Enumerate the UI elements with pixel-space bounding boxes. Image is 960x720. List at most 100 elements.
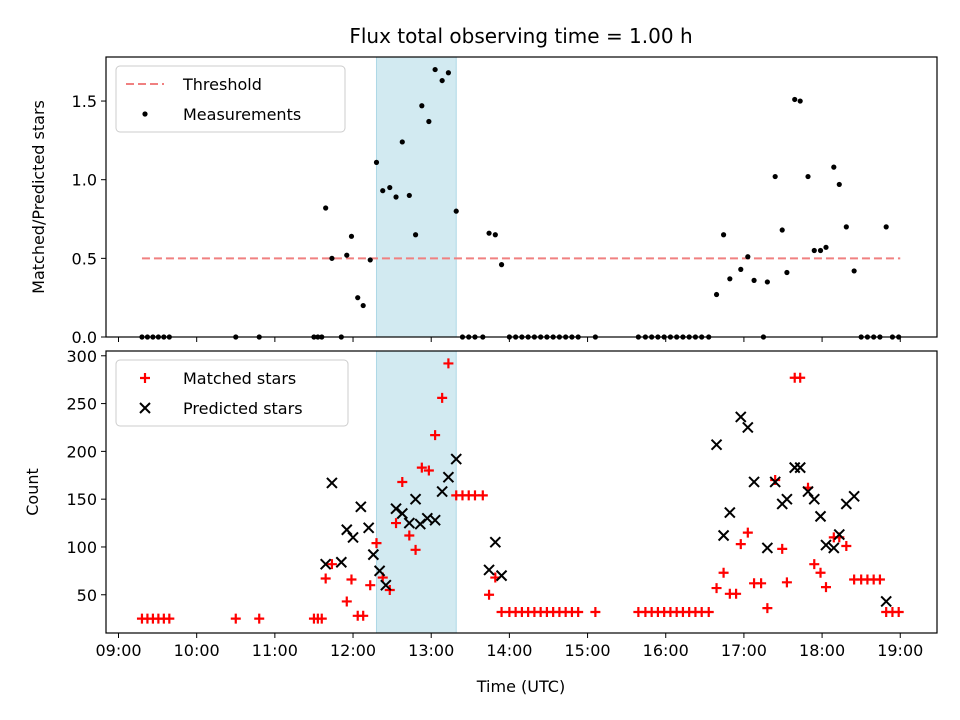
matched-stars-point: [893, 606, 904, 617]
matched-stars-point: [320, 573, 331, 584]
predicted-stars-point: [373, 565, 386, 577]
measurement-point: [772, 173, 778, 180]
matched-stars-point: [703, 606, 714, 617]
matched-stars-point: [365, 580, 376, 591]
predicted-stars-point: [724, 506, 736, 519]
bottom-y-tick-label: 50: [77, 586, 97, 605]
measurement-point: [720, 232, 727, 238]
x-tick-label: 17:00: [721, 641, 767, 660]
predicted-stars-point: [436, 485, 448, 498]
predicted-stars-point: [820, 539, 832, 551]
predicted-stars-point: [483, 564, 495, 576]
measurement-point: [843, 224, 849, 230]
matched-stars-point: [443, 358, 454, 369]
x-tick-label: 12:00: [330, 641, 376, 660]
x-tick-label: 11:00: [252, 641, 298, 660]
matched-stars-point: [391, 518, 402, 529]
top-y-tick-label: 0.5: [72, 249, 97, 268]
predicted-stars-point: [742, 421, 754, 434]
measurement-point: [779, 227, 785, 233]
measurement-point: [367, 257, 373, 263]
measurement-point: [412, 232, 419, 238]
predicted-stars-point: [326, 477, 338, 489]
bottom-panel: 09:00 10:00 11:00 12:00 13:00 14:00 15:00 16:00…: [66, 347, 938, 660]
bottom-legend: Matched stars Predicted stars: [115, 359, 349, 427]
predicted-stars-point: [347, 531, 359, 544]
predicted-stars-point: [380, 579, 392, 591]
measurement-point: [344, 252, 350, 258]
x-tick-label: 09:00: [95, 641, 141, 660]
matched-stars-point: [781, 577, 792, 588]
legend-measurements-label: Measurements: [183, 105, 301, 124]
measurement-point: [792, 96, 798, 103]
predicted-stars-point: [403, 517, 416, 529]
matched-stars-point: [735, 539, 746, 550]
measurement-point: [432, 66, 438, 73]
matched-stars-point: [718, 567, 729, 578]
top-y-axis-title: Matched/Predicted stars: [29, 100, 48, 294]
matched-stars-point: [404, 530, 415, 541]
matched-stars-point: [341, 596, 352, 607]
predicted-stars-point: [769, 476, 781, 488]
measurement-point: [393, 194, 399, 200]
matched-stars-point: [410, 544, 421, 555]
bottom-axes-frame: [105, 350, 938, 634]
top-y-tick-label: 1.0: [72, 171, 97, 190]
top-y-tick-label: 0.0: [72, 328, 97, 347]
top-shaded-interval: [375, 56, 457, 338]
measurement-point: [355, 295, 361, 301]
measurement-point: [831, 164, 837, 170]
measurement-point: [836, 181, 842, 188]
matched-stars-point: [742, 527, 753, 538]
measurement-point: [323, 205, 329, 211]
measurement-point: [727, 276, 733, 282]
predicted-stars-point: [489, 536, 502, 548]
matched-stars-point: [164, 613, 175, 624]
measurement-point: [817, 247, 824, 254]
matched-stars-point: [770, 475, 781, 486]
x-tick-label: 14:00: [486, 641, 532, 660]
matched-stars-point: [841, 541, 852, 552]
measurement-point: [823, 244, 829, 250]
matched-stars-point: [230, 613, 241, 624]
bottom-y-tick-label: 100: [66, 538, 97, 557]
predicted-stars-point: [781, 493, 793, 505]
x-tick-label: 18:00: [799, 641, 845, 660]
predicted-stars-point: [335, 556, 348, 568]
legend-measurements-swatch: [142, 111, 148, 117]
measurement-point: [453, 208, 459, 214]
measurement-point: [764, 279, 770, 285]
predicted-stars-point: [390, 503, 402, 515]
matched-stars-point: [371, 538, 382, 549]
matched-stars-point: [416, 462, 427, 473]
predicted-stars-point: [717, 529, 730, 542]
bottom-legend-box: [115, 359, 349, 427]
matched-stars-point: [358, 610, 369, 621]
matched-stars-point: [346, 574, 357, 585]
predicted-stars-point: [450, 453, 462, 465]
bottom-y-tick-label: 250: [66, 395, 97, 414]
measurement-point: [805, 173, 811, 180]
matched-stars-point: [254, 613, 265, 624]
predicted-stars-point: [429, 514, 441, 526]
predicted-stars-point: [828, 542, 840, 554]
predicted-stars-point: [789, 461, 801, 474]
measurement-point: [883, 224, 889, 230]
measurement-point: [399, 139, 405, 145]
matched-stars-point: [762, 603, 773, 614]
measurement-point: [329, 255, 335, 261]
predicted-stars-point: [409, 493, 422, 505]
bottom-y-tick-label: 150: [66, 490, 97, 509]
predicted-stars-point: [367, 548, 380, 561]
predicted-stars-point: [748, 476, 760, 488]
chart-title: Flux total observing time = 1.00 h: [349, 24, 692, 48]
measurement-point: [426, 118, 432, 125]
predicted-stars-point: [710, 438, 723, 451]
predicted-stars-point: [362, 522, 375, 534]
measurement-point: [486, 230, 492, 236]
predicted-stars-point: [808, 493, 820, 505]
matched-stars-point: [477, 490, 488, 501]
measurement-point: [713, 291, 720, 298]
measurement-point: [387, 184, 393, 191]
